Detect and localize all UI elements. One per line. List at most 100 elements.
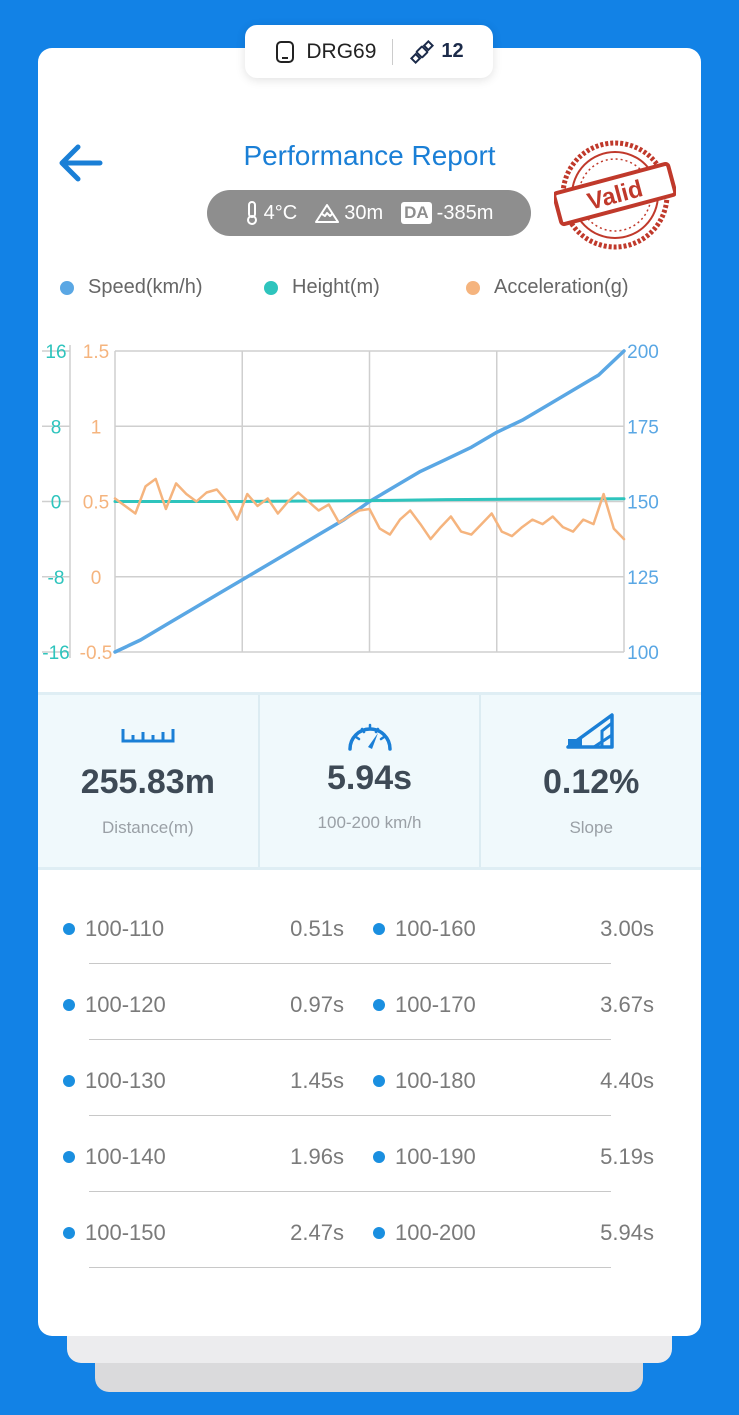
da-value: -385m — [436, 201, 494, 224]
split-right-range-text: 100-160 — [395, 916, 476, 941]
satellite-info: 12 — [409, 39, 464, 64]
legend-speed-dot — [60, 280, 74, 295]
split-right-time: 4.40s — [600, 1068, 654, 1093]
da-label: DA — [401, 202, 432, 224]
speed-axis-tick: 150 — [627, 493, 659, 514]
height-axis-tick: 8 — [51, 417, 62, 438]
acceleration-time-value: 5.94s — [326, 759, 413, 797]
split-bullet — [63, 1227, 75, 1239]
split-left-time: 1.96s — [290, 1144, 344, 1169]
acceleration-axis-tick: -0.5 — [80, 643, 113, 664]
device-info: DRG69 — [274, 40, 376, 64]
ruler-icon — [121, 729, 175, 743]
split-row: 100-150 2.47s 100-200 5.94s — [38, 1192, 701, 1268]
acceleration-time-label: 100-200 km/h — [317, 813, 422, 832]
split-right-range-text: 100-170 — [395, 992, 476, 1017]
legend-acceleration: Acceleration(g) — [466, 276, 629, 299]
chart-legend: Speed(km/h) Height(m) Acceleration(g) — [38, 276, 701, 306]
legend-speed-label: Speed(km/h) — [88, 276, 203, 298]
split-right-range-text: 100-180 — [395, 1068, 476, 1093]
altitude-value: 30m — [344, 201, 384, 224]
legend-height: Height(m) — [264, 276, 380, 299]
split-right-range: 100-160 — [373, 916, 476, 942]
slope-value: 0.12% — [542, 763, 640, 801]
split-bullet — [373, 1227, 385, 1239]
back-button[interactable] — [56, 140, 108, 186]
split-right-range-text: 100-200 — [395, 1220, 476, 1245]
temperature-item: 4°C — [245, 201, 298, 225]
distance-value: 255.83m — [80, 763, 215, 801]
split-bullet — [373, 1151, 385, 1163]
acceleration-axis-tick: 1.5 — [83, 342, 109, 363]
acceleration-series-line — [113, 477, 626, 541]
thermometer-icon — [246, 201, 257, 225]
split-divider — [89, 1191, 611, 1192]
performance-chart: 16 8 0 -8 -16 1.5 1 0.5 0 -0.5 200 175 150 125 100 — [42, 342, 659, 664]
temperature-value: 4°C — [263, 201, 298, 224]
split-right-time: 5.19s — [600, 1144, 654, 1169]
split-bullet — [373, 923, 385, 935]
split-left-range-text: 100-150 — [85, 1220, 166, 1245]
acceleration-axis-tick: 0 — [91, 568, 102, 589]
satellite-count: 12 — [441, 40, 464, 62]
slope-icon — [566, 713, 614, 749]
split-divider — [89, 963, 611, 964]
split-left-time: 0.97s — [290, 992, 344, 1017]
split-left-range-text: 100-110 — [85, 916, 165, 941]
height-axis-tick: -16 — [42, 643, 69, 664]
split-left-time: 1.45s — [290, 1068, 344, 1093]
split-left-time: 2.47s — [290, 1220, 344, 1245]
divider — [392, 38, 394, 65]
acceleration-axis-tick: 1 — [91, 417, 102, 438]
height-series-line — [113, 497, 626, 503]
split-bullet — [63, 999, 75, 1011]
split-left-time: 0.51s — [290, 916, 344, 941]
legend-acceleration-label: Acceleration(g) — [494, 276, 629, 298]
stat-slope: 0.12% Slope — [479, 695, 701, 867]
stat-distance: 255.83m Distance(m) — [38, 695, 258, 867]
satellite-icon — [410, 39, 435, 64]
split-row: 100-140 1.96s 100-190 5.19s — [38, 1116, 701, 1192]
split-right-time: 3.67s — [600, 992, 654, 1017]
split-right-range: 100-190 — [373, 1144, 476, 1170]
density-altitude-item: DA -385m — [401, 202, 493, 225]
device-indicator[interactable]: DRG69 12 — [245, 25, 493, 78]
split-bullet — [63, 1151, 75, 1163]
speedometer-icon — [347, 723, 392, 751]
split-right-range-text: 100-190 — [395, 1144, 476, 1169]
height-axis-tick: 16 — [45, 342, 66, 363]
split-left-range: 100-110 — [63, 916, 164, 942]
split-row: 100-130 1.45s 100-180 4.40s — [38, 1040, 701, 1116]
split-right-time: 3.00s — [600, 916, 654, 941]
split-right-time: 5.94s — [600, 1220, 654, 1245]
altitude-item: 30m — [315, 202, 383, 225]
legend-speed: Speed(km/h) — [60, 276, 203, 299]
split-left-range-text: 100-130 — [85, 1068, 166, 1093]
legend-acceleration-dot — [466, 280, 480, 295]
height-axis-tick: 0 — [51, 493, 62, 514]
stat-acceleration-time: 5.94s 100-200 km/h — [257, 695, 480, 867]
split-row: 100-110 0.51s 100-160 3.00s — [38, 888, 701, 964]
split-row: 100-120 0.97s 100-170 3.67s — [38, 964, 701, 1040]
legend-height-label: Height(m) — [292, 276, 380, 298]
split-left-range: 100-120 — [63, 992, 166, 1018]
split-left-range: 100-150 — [63, 1220, 166, 1246]
split-bullet — [373, 1075, 385, 1087]
page-title: Performance Report — [243, 140, 496, 171]
legend-height-dot — [264, 280, 278, 295]
slope-label: Slope — [569, 818, 613, 837]
split-divider — [89, 1115, 611, 1116]
stats-panel: 255.83m Distance(m) 5.94s 100-200 km/h — [38, 692, 701, 870]
split-right-range: 100-200 — [373, 1220, 476, 1246]
split-right-range: 100-170 — [373, 992, 476, 1018]
split-bullet — [373, 999, 385, 1011]
distance-label: Distance(m) — [102, 818, 194, 837]
report-card: Performance Report 4°C 30m DA -385m Vali… — [38, 48, 701, 1336]
height-axis-tick: -8 — [48, 568, 65, 589]
speed-axis-tick: 100 — [627, 643, 659, 664]
split-divider — [89, 1039, 611, 1040]
speed-axis-tick: 200 — [627, 342, 659, 363]
split-right-range: 100-180 — [373, 1068, 476, 1094]
acceleration-axis-tick: 0.5 — [83, 493, 109, 514]
speed-axis-tick: 175 — [627, 417, 659, 438]
